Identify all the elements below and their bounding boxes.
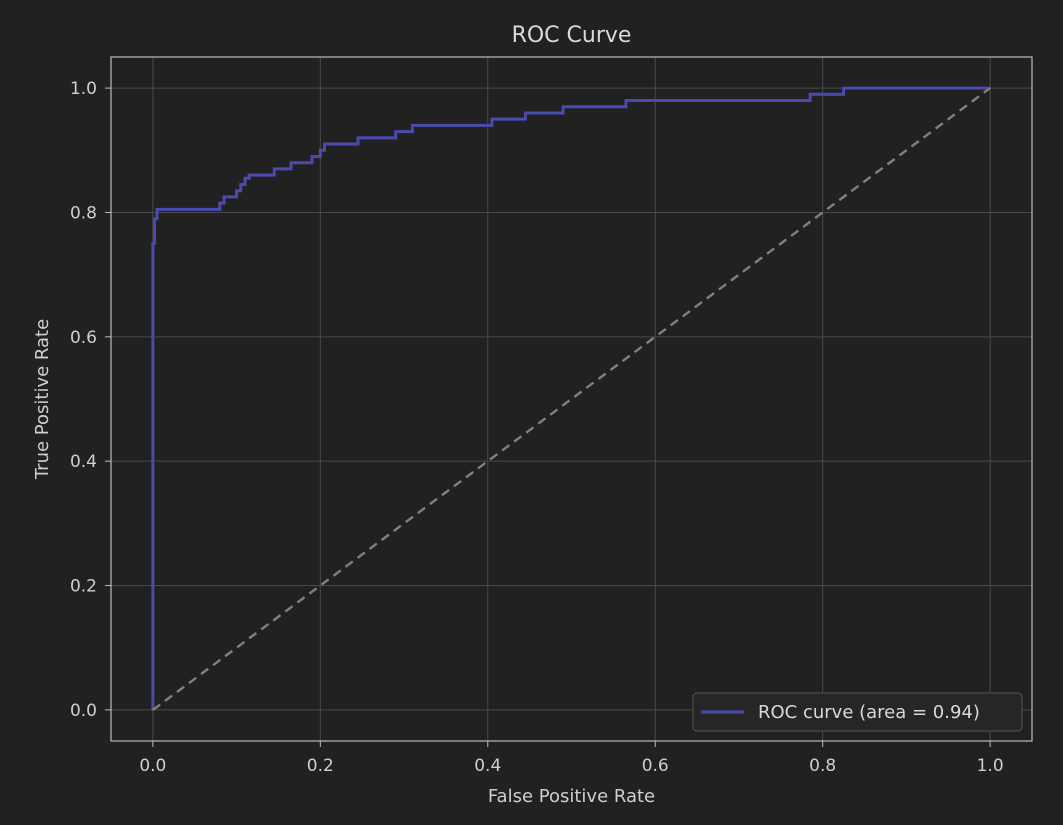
x-axis-label: False Positive Rate bbox=[488, 786, 655, 807]
chart-title: ROC Curve bbox=[512, 23, 632, 48]
legend-label-roc: ROC curve (area = 0.94) bbox=[758, 702, 980, 723]
x-tick-label-0: 0.0 bbox=[139, 756, 166, 776]
y-tick-label-0: 0.0 bbox=[70, 701, 97, 721]
y-tick-label-1: 0.2 bbox=[70, 577, 97, 597]
legend-box bbox=[692, 692, 1023, 732]
y-tick-label-4: 0.8 bbox=[70, 203, 97, 223]
roc-curve-line bbox=[151, 86, 991, 710]
y-tick-label-5: 1.0 bbox=[70, 79, 97, 99]
x-tick-label-2: 0.4 bbox=[474, 756, 501, 776]
x-tick-label-5: 1.0 bbox=[977, 756, 1004, 776]
series-lines bbox=[151, 86, 991, 711]
y-axis-label: True Positive Rate bbox=[32, 319, 53, 480]
axis-ticks: 0.0 0.2 0.4 0.6 0.8 1.0 0.0 0.2 0.4 0.6 0.8 1.0 bbox=[70, 79, 1004, 776]
plot-frame bbox=[110, 56, 1033, 742]
grid-lines bbox=[111, 57, 1032, 741]
x-tick-label-1: 0.2 bbox=[307, 756, 334, 776]
chance-diagonal-line bbox=[152, 87, 991, 711]
x-tick-label-4: 0.8 bbox=[809, 756, 836, 776]
y-tick-label-2: 0.4 bbox=[70, 452, 97, 472]
legend: ROC curve (area = 0.94) bbox=[692, 692, 1023, 732]
y-tick-label-3: 0.6 bbox=[70, 328, 97, 348]
x-tick-label-3: 0.6 bbox=[642, 756, 669, 776]
